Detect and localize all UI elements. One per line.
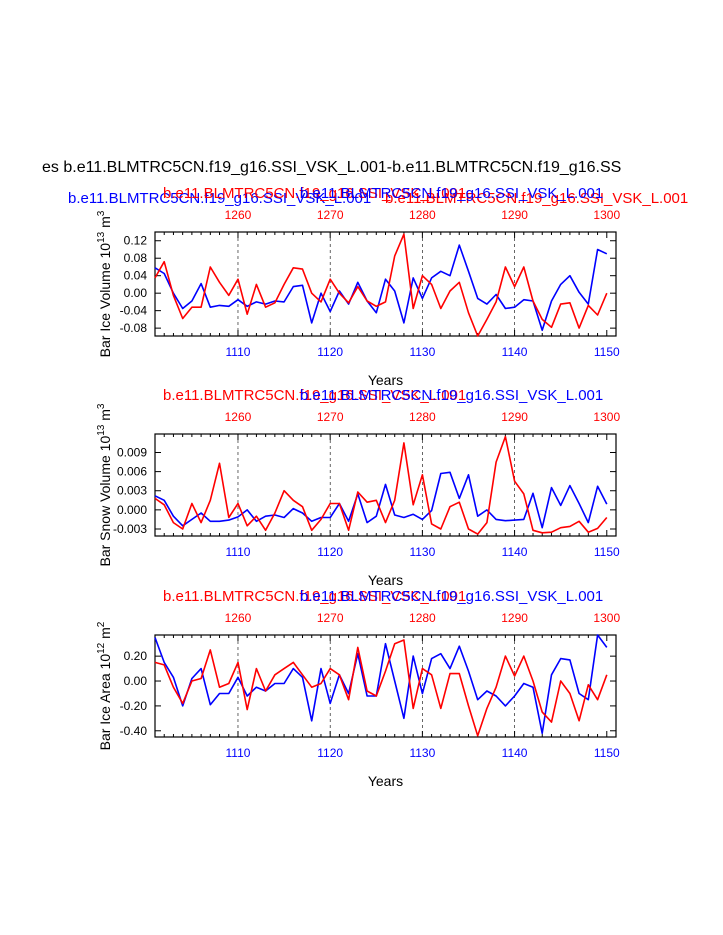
x-top-tick-label: 1280 <box>409 611 436 625</box>
x-top-tick-label: 1280 <box>409 208 436 222</box>
y-tick-label: 0.003 <box>117 484 147 498</box>
x-bottom-tick-label: 1110 <box>226 545 251 559</box>
y-tick-label: -0.04 <box>120 304 148 318</box>
x-top-tick-label: 1270 <box>317 611 344 625</box>
panel-title-blue: b.e11.BLMTRC5CN.f19_g16.SSI_VSK_L.001 <box>300 387 603 404</box>
panel-3: -0.40 -0.20 0.00 0.20 1110 1120 1130 1140 1150 12… <box>96 588 620 789</box>
y-tick-label: 0.00 <box>124 674 148 688</box>
y-axis-title: Bar Snow Volume 1013 m3 <box>96 403 113 566</box>
x-top-tick-label: 1290 <box>501 208 528 222</box>
series-line-red <box>154 435 608 535</box>
x-top-tick-label: 1280 <box>409 410 436 424</box>
y-tick-label: 0.006 <box>117 465 147 479</box>
x-bottom-tick-label: 1120 <box>317 746 343 760</box>
x-axis-title: Years <box>368 372 403 388</box>
top-blue-title: b.e11.BLMTRC5CN.f19_g16.SSI_VSK_L.001 <box>68 190 371 207</box>
y-tick-label: 0.12 <box>124 234 148 248</box>
series-line-blue <box>154 244 608 332</box>
x-bottom-tick-label: 1130 <box>409 746 435 760</box>
series-line-blue <box>154 471 608 529</box>
series-line-blue <box>154 634 608 735</box>
plot-frame <box>154 231 617 337</box>
x-top-tick-label: 1290 <box>501 410 528 424</box>
x-top-tick-label: 1270 <box>317 410 344 424</box>
series-line-red <box>154 233 608 337</box>
y-tick-label: -0.20 <box>120 699 148 713</box>
x-bottom-tick-label: 1110 <box>226 345 251 359</box>
x-axis-title: Years <box>368 572 403 588</box>
y-axis-title: Bar Ice Volume 1013 m3 <box>96 210 113 357</box>
x-top-tick-label: 1270 <box>317 208 344 222</box>
x-bottom-tick-label: 1110 <box>226 746 251 760</box>
x-bottom-tick-label: 1150 <box>594 545 620 559</box>
x-bottom-tick-label: 1140 <box>502 746 528 760</box>
y-tick-label: -0.40 <box>120 724 148 738</box>
y-tick-label: 0.000 <box>117 503 147 517</box>
x-top-tick-label: 1260 <box>225 208 252 222</box>
panel-title-red: b.e11.BLMTRC5CN.f19_g16.SSI_VSK_L.001 <box>163 387 466 404</box>
panel-title-red: b.e11.BLMTRC5CN.f19_g16.SSI_VSK_L.001 <box>163 185 466 202</box>
x-top-tick-label: 1260 <box>225 410 252 424</box>
x-bottom-tick-label: 1150 <box>594 345 620 359</box>
x-bottom-tick-label: 1120 <box>317 345 343 359</box>
panel-2: -0.003 0.000 0.003 0.006 0.009 1110 1120 1130 11… <box>96 387 620 588</box>
y-tick-label: 0.20 <box>124 649 148 663</box>
x-bottom-tick-label: 1130 <box>409 345 435 359</box>
y-tick-label: 0.04 <box>124 269 148 283</box>
top-red-title: b.e11.BLMTRC5CN.f19_g16.SSI_VSK_L.001 <box>385 190 688 207</box>
y-tick-label: 0.00 <box>124 286 148 300</box>
y-tick-label: -0.003 <box>113 522 147 536</box>
y-tick-label: 0.08 <box>124 251 148 265</box>
x-top-tick-label: 1300 <box>593 410 620 424</box>
x-bottom-tick-label: 1140 <box>502 545 528 559</box>
panel-1: -0.08 -0.04 0.00 0.04 0.08 0.12 1110 1120 1130 11… <box>96 185 620 388</box>
y-tick-label: 0.009 <box>117 445 147 459</box>
x-bottom-tick-label: 1120 <box>317 545 343 559</box>
x-top-tick-label: 1300 <box>593 611 620 625</box>
x-top-tick-label: 1290 <box>501 611 528 625</box>
x-top-tick-label: 1300 <box>593 208 620 222</box>
x-axis-title: Years <box>368 773 403 789</box>
x-bottom-tick-label: 1140 <box>502 345 528 359</box>
panel-title-blue: b.e11.BLMTRC5CN.f19_g16.SSI_VSK_L.001 <box>300 185 603 202</box>
panel-title-red: b.e11.BLMTRC5CN.f19_g16.SSI_VSK_L.001 <box>163 588 466 605</box>
x-top-tick-label: 1260 <box>225 611 252 625</box>
panel-title-blue: b.e11.BLMTRC5CN.f19_g16.SSI_VSK_L.001 <box>300 588 603 605</box>
y-axis-title: Bar Ice Area 1012 m2 <box>96 621 113 750</box>
x-bottom-tick-label: 1150 <box>594 746 620 760</box>
x-bottom-tick-label: 1130 <box>409 545 435 559</box>
y-tick-label: -0.08 <box>120 321 148 335</box>
series-line-red <box>154 639 608 737</box>
page-title: es b.e11.BLMTRC5CN.f19_g16.SSI_VSK_L.001… <box>42 159 621 176</box>
